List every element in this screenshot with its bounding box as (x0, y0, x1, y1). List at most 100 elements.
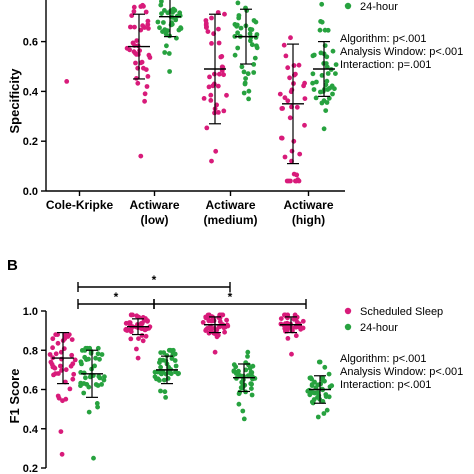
data-point (204, 25, 209, 30)
data-point (209, 41, 214, 46)
data-point (136, 336, 141, 341)
data-point (246, 362, 251, 368)
data-point (287, 75, 292, 81)
data-point (81, 390, 87, 396)
data-point (127, 24, 133, 30)
data-point (208, 98, 214, 103)
data-point (280, 106, 285, 111)
data-point (333, 71, 338, 76)
data-point (234, 23, 240, 29)
data-point (246, 88, 252, 94)
data-point (323, 82, 329, 88)
data-point (88, 350, 94, 356)
data-point (165, 10, 171, 16)
data-point (252, 55, 258, 61)
data-point (101, 377, 107, 383)
data-point (145, 22, 151, 27)
data-point (329, 383, 335, 389)
x-tick-label: Actiware (129, 198, 179, 212)
data-point (221, 72, 227, 78)
data-point (320, 399, 326, 404)
data-point (243, 367, 249, 373)
data-point (221, 325, 227, 331)
data-point (163, 31, 169, 37)
x-tick-label: Actiware (205, 198, 255, 212)
data-point (313, 95, 319, 101)
data-point (291, 171, 297, 177)
data-point (134, 52, 139, 57)
data-point (56, 371, 61, 376)
stats-line: Analysis Window: p<.001 (340, 46, 463, 58)
data-point (170, 10, 176, 15)
data-point (206, 330, 212, 336)
data-point (285, 98, 291, 104)
sig-bracket-right-star: * (228, 290, 233, 304)
data-point (129, 13, 135, 18)
data-point (222, 11, 227, 17)
data-point (235, 371, 241, 377)
data-point (281, 42, 287, 48)
data-point (83, 375, 88, 381)
legend-marker (344, 2, 352, 10)
data-point (92, 363, 97, 369)
data-point (326, 371, 332, 377)
data-point (161, 350, 167, 355)
data-point (97, 356, 102, 362)
data-point (128, 312, 134, 318)
data-point (321, 126, 327, 132)
data-point (239, 64, 245, 70)
panel-label-b: B (7, 257, 18, 274)
data-point (216, 26, 221, 32)
data-point (134, 346, 139, 352)
data-point (138, 153, 144, 159)
sig-bracket-left-star: * (114, 290, 119, 304)
data-point (323, 394, 329, 399)
data-point (249, 386, 254, 391)
data-point (277, 91, 283, 97)
data-point (58, 363, 63, 369)
data-point (235, 0, 241, 6)
data-point (140, 2, 146, 8)
data-point (71, 371, 77, 377)
data-point (236, 391, 242, 397)
legend-marker (344, 307, 352, 315)
data-point (212, 349, 218, 355)
data-point (285, 65, 291, 71)
y-axis-label: Specificity (7, 68, 22, 134)
data-point (245, 71, 251, 77)
data-point (96, 374, 102, 379)
data-point (285, 336, 291, 341)
stats-line: Algorithm: p<.001 (340, 33, 427, 45)
data-point (245, 354, 250, 359)
data-point (64, 79, 70, 84)
data-point (128, 336, 134, 342)
x-tick-label: (low) (141, 213, 169, 227)
data-point (93, 382, 99, 387)
x-tick-label: Cole-Kripke (46, 198, 114, 212)
data-point (70, 361, 76, 367)
data-point (142, 91, 148, 97)
data-point (319, 1, 325, 7)
data-point (137, 48, 143, 53)
data-point (327, 85, 333, 91)
data-point (288, 178, 293, 184)
data-point (158, 388, 163, 394)
data-point (296, 321, 302, 327)
data-point (296, 62, 302, 68)
data-point (251, 18, 257, 23)
data-point (67, 386, 73, 392)
data-point (146, 52, 152, 58)
data-point (302, 122, 307, 128)
data-point (248, 369, 254, 375)
data-point (142, 25, 147, 30)
data-point (289, 351, 294, 357)
data-point (254, 43, 259, 49)
data-point (309, 399, 315, 405)
data-point (324, 100, 330, 105)
data-point (324, 78, 330, 84)
data-point (130, 40, 136, 46)
data-point (140, 338, 146, 344)
data-point (55, 332, 60, 337)
data-point (203, 315, 209, 321)
